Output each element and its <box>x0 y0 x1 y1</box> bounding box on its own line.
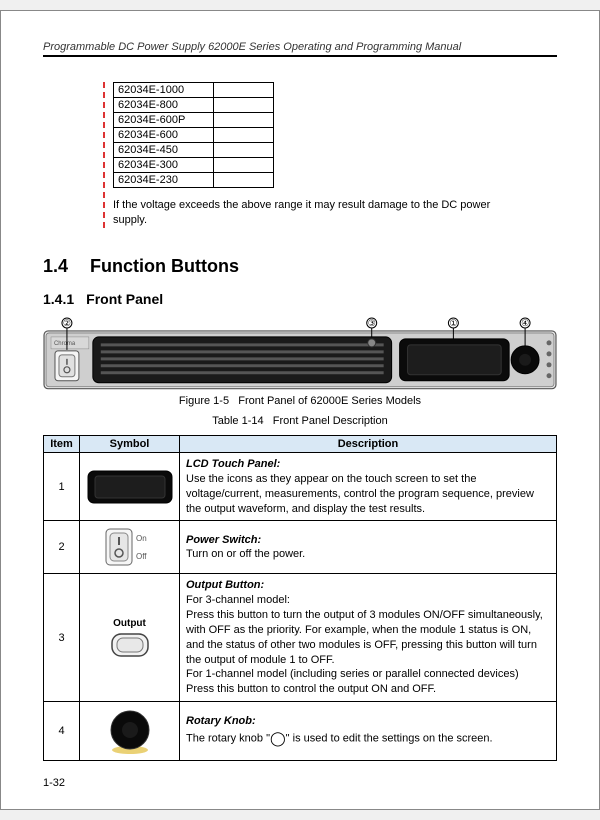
model-empty-cell <box>214 82 274 97</box>
front-panel-svg: Chroma <box>43 317 557 391</box>
table-text: Front Panel Description <box>273 415 388 427</box>
table-row: 1 LCD Touch Panel: Use the icons as they… <box>44 452 557 520</box>
model-cell: 62034E-230 <box>114 172 214 187</box>
desc-title: LCD Touch Panel: <box>186 458 280 470</box>
model-cell: 62034E-800 <box>114 97 214 112</box>
figure-caption: Figure 1-5 Front Panel of 62000E Series … <box>43 395 557 407</box>
col-item: Item <box>44 435 80 452</box>
section-heading: 1.4 Function Buttons <box>43 256 557 277</box>
rotary-knob-icon <box>105 706 155 756</box>
svg-text:②: ② <box>63 318 71 328</box>
symbol-cell: On Off <box>80 521 180 574</box>
model-row: 62034E-450 <box>114 142 274 157</box>
desc-body-post: " is used to edit the settings on the sc… <box>286 732 493 744</box>
description-cell: LCD Touch Panel: Use the icons as they a… <box>180 452 557 520</box>
symbol-cell <box>80 452 180 520</box>
figure-text: Front Panel of 62000E Series Models <box>238 395 421 407</box>
table-row: 4 Rotary Knob: The rotary knob "◯" is us… <box>44 702 557 761</box>
table-row: 3 Output Output Button: For 3-channel mo… <box>44 574 557 702</box>
model-cell: 62034E-600 <box>114 127 214 142</box>
model-row: 62034E-1000 <box>114 82 274 97</box>
subsection-heading: 1.4.1 Front Panel <box>43 291 557 307</box>
description-cell: Output Button: For 3-channel model:Press… <box>180 574 557 702</box>
model-row: 62034E-230 <box>114 172 274 187</box>
model-row: 62034E-600P <box>114 112 274 127</box>
model-empty-cell <box>214 112 274 127</box>
model-cell: 62034E-1000 <box>114 82 214 97</box>
item-number: 2 <box>44 521 80 574</box>
model-row: 62034E-800 <box>114 97 274 112</box>
desc-body: Use the icons as they appear on the touc… <box>186 473 534 515</box>
col-symbol: Symbol <box>80 435 180 452</box>
description-cell: Power Switch: Turn on or off the power. <box>180 521 557 574</box>
model-cell: 62034E-600P <box>114 112 214 127</box>
desc-title: Power Switch: <box>186 534 261 546</box>
warning-text: If the voltage exceeds the above range i… <box>113 198 527 229</box>
desc-body-pre: The rotary knob " <box>186 732 270 744</box>
knob-glyph-icon: ◯ <box>270 730 286 746</box>
desc-title: Rotary Knob: <box>186 715 256 727</box>
model-cell: 62034E-450 <box>114 142 214 157</box>
col-description: Description <box>180 435 557 452</box>
description-table: Item Symbol Description 1 LCD Touch Pane… <box>43 435 557 761</box>
table-row: 2 On Off Power Switch: Turn on or off th… <box>44 521 557 574</box>
figure-label: Figure 1-5 <box>179 395 229 407</box>
model-empty-cell <box>214 172 274 187</box>
symbol-cell <box>80 702 180 761</box>
item-number: 4 <box>44 702 80 761</box>
svg-text:Chroma: Chroma <box>54 341 76 347</box>
section-number: 1.4 <box>43 256 68 277</box>
model-row: 62034E-300 <box>114 157 274 172</box>
section-title: Function Buttons <box>90 256 239 276</box>
model-empty-cell <box>214 157 274 172</box>
subsection-number: 1.4.1 <box>43 291 74 307</box>
model-empty-cell <box>214 127 274 142</box>
lcd-panel-icon <box>87 470 173 504</box>
svg-text:Off: Off <box>136 552 147 561</box>
running-header: Programmable DC Power Supply 62000E Seri… <box>43 41 557 53</box>
svg-text:On: On <box>136 534 147 543</box>
desc-body: Turn on or off the power. <box>186 548 305 560</box>
subsection-title: Front Panel <box>86 291 163 307</box>
item-number: 3 <box>44 574 80 702</box>
model-empty-cell <box>214 142 274 157</box>
table-caption: Table 1-14 Front Panel Description <box>43 415 557 427</box>
power-switch-icon: On Off <box>100 525 160 569</box>
output-label: Output <box>86 618 173 629</box>
output-button-icon <box>110 632 150 658</box>
header-line <box>43 55 557 57</box>
svg-text:④: ④ <box>521 318 529 328</box>
svg-text:③: ③ <box>368 318 376 328</box>
warning-content: 62034E-100062034E-80062034E-600P62034E-6… <box>113 82 557 229</box>
warning-border <box>103 82 105 229</box>
warning-block: 62034E-100062034E-80062034E-600P62034E-6… <box>103 82 557 229</box>
item-number: 1 <box>44 452 80 520</box>
model-table: 62034E-100062034E-80062034E-600P62034E-6… <box>113 82 274 188</box>
description-cell: Rotary Knob: The rotary knob "◯" is used… <box>180 702 557 761</box>
model-row: 62034E-600 <box>114 127 274 142</box>
model-cell: 62034E-300 <box>114 157 214 172</box>
table-label: Table 1-14 <box>212 415 263 427</box>
page-number: 1-32 <box>43 777 65 789</box>
front-panel-figure: Chroma <box>43 317 557 391</box>
model-empty-cell <box>214 97 274 112</box>
desc-title: Output Button: <box>186 579 264 591</box>
page: Programmable DC Power Supply 62000E Seri… <box>0 10 600 810</box>
desc-body: For 3-channel model:Press this button to… <box>186 594 543 695</box>
symbol-cell: Output <box>80 574 180 702</box>
svg-text:①: ① <box>449 318 457 328</box>
